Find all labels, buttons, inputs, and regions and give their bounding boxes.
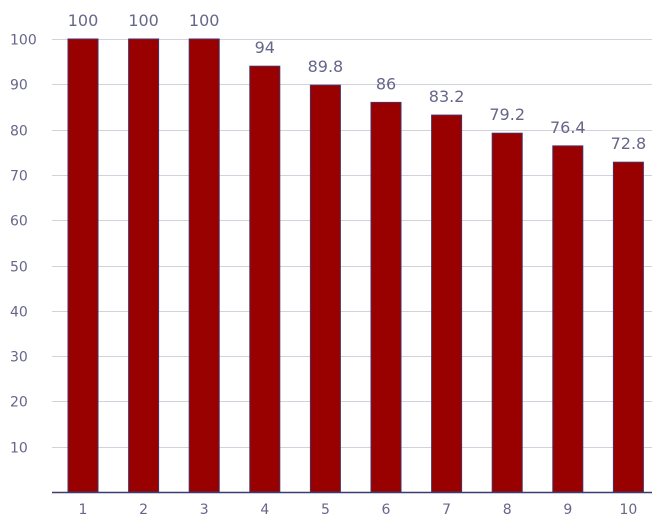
y-tick-label: 100 [10, 33, 37, 49]
bar [491, 132, 523, 493]
x-tick-label: 7 [442, 502, 451, 518]
bar [128, 38, 160, 493]
y-tick-label: 10 [10, 441, 28, 457]
y-tick-label: 90 [10, 78, 28, 94]
data-label: 72.8 [611, 134, 647, 153]
y-tick-label: 70 [10, 169, 28, 185]
bar [612, 161, 644, 493]
x-tick-label: 2 [139, 502, 148, 518]
x-tick-label: 10 [619, 502, 637, 518]
y-tick-label: 30 [10, 350, 28, 366]
bar [370, 101, 402, 493]
x-tick-label: 6 [382, 502, 391, 518]
y-tick-label: 60 [10, 214, 28, 230]
x-tick-label: 5 [321, 502, 330, 518]
x-tick-label: 9 [563, 502, 572, 518]
bar [249, 65, 281, 493]
y-tick-label: 40 [10, 305, 28, 321]
data-label: 100 [68, 11, 99, 30]
y-tick-label: 80 [10, 124, 28, 140]
bar [431, 114, 463, 493]
data-label: 100 [189, 11, 220, 30]
bar [309, 84, 341, 493]
bar [552, 145, 584, 493]
x-tick-label: 1 [79, 502, 88, 518]
x-tick-label: 4 [260, 502, 269, 518]
x-tick-label: 8 [503, 502, 512, 518]
data-label: 76.4 [550, 118, 586, 137]
bar [188, 38, 220, 493]
y-tick-label: 20 [10, 395, 28, 411]
data-label: 89.8 [308, 57, 344, 76]
labels: 10 20 30 40 50 60 70 80 90 100 100 1 100 2 100 3 94 4 89.8… [10, 11, 646, 518]
data-label: 94 [255, 38, 275, 57]
x-tick-label: 3 [200, 502, 209, 518]
data-label: 83.2 [429, 87, 465, 106]
bar [67, 38, 99, 493]
data-label: 100 [128, 11, 159, 30]
y-tick-label: 50 [10, 260, 28, 276]
data-label: 86 [376, 74, 396, 93]
data-label: 79.2 [489, 105, 525, 124]
bars [67, 38, 644, 493]
